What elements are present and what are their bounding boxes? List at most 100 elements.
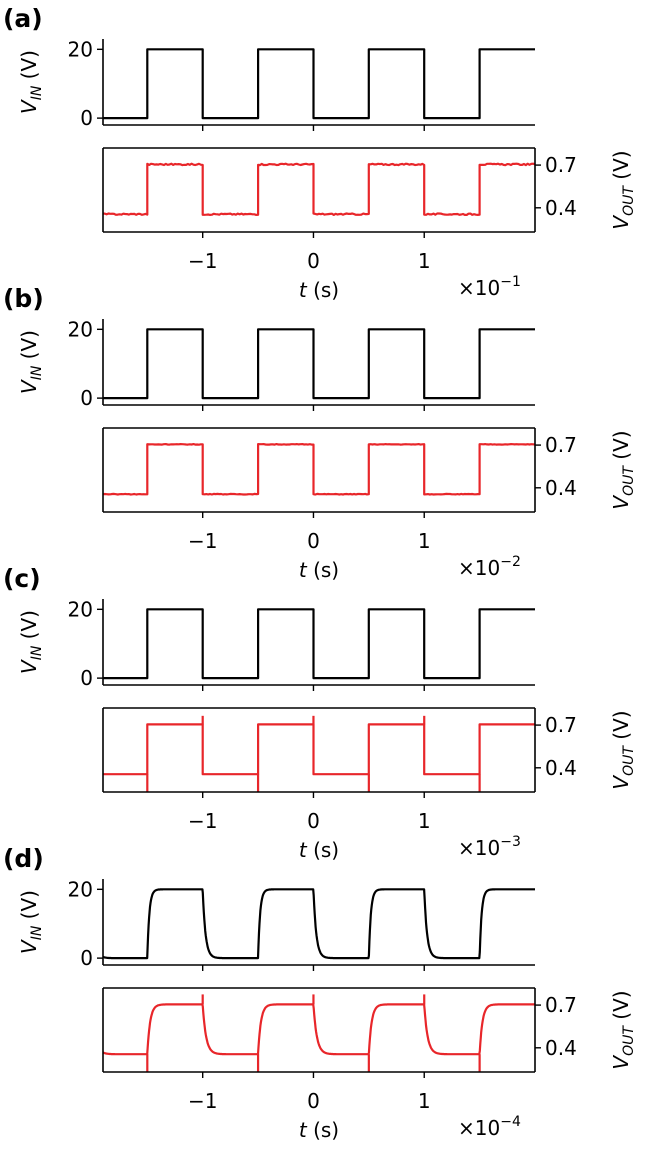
x-scale-exponent: −4 [500, 1114, 521, 1130]
series-line [103, 48, 535, 120]
series-line [103, 608, 535, 680]
y-axis-label-var: V [17, 939, 41, 954]
input-axes: 0 20 VIN (V) [17, 597, 535, 691]
panel-label: (b) [3, 284, 44, 313]
x-scale-base: ×10 [458, 836, 500, 860]
series-line [102, 888, 536, 960]
x-axis-label-unit: (s) [307, 1118, 339, 1142]
x-tick-label: 1 [418, 249, 431, 273]
y-axis-label-var: V [609, 1055, 633, 1070]
x-scale-exponent: −3 [500, 834, 521, 850]
y-axis-label-unit: (V) [609, 430, 633, 466]
series-line [103, 328, 535, 400]
x-tick-label: 0 [307, 249, 320, 273]
y-axis-label-var: V [17, 659, 41, 674]
x-scale-factor: ×10−4 [458, 1114, 521, 1140]
output-axes: −1 0 1 0.4 0.7 VOUT (V) [102, 707, 637, 833]
y-axis-label-sub: IN [29, 645, 45, 660]
x-axis-label-unit: (s) [307, 278, 339, 302]
x-axis-label-var: t [299, 1118, 308, 1142]
series-line [102, 1003, 536, 1056]
y-axis-label-unit: (V) [17, 330, 41, 366]
x-tick-label: 0 [307, 529, 320, 553]
y-tick-label: 0.7 [545, 713, 577, 737]
y-axis-label-sub: OUT [621, 745, 637, 776]
y-axis-label-unit: (V) [17, 50, 41, 86]
y-tick-label: 0.7 [545, 153, 577, 177]
x-axis-label-var: t [299, 838, 308, 862]
x-scale-exponent: −1 [500, 274, 521, 290]
panel-label: (d) [3, 844, 44, 873]
x-scale-base: ×10 [458, 556, 500, 580]
y-axis-label-unit: (V) [609, 990, 633, 1026]
y-axis-label-sub: IN [29, 85, 45, 100]
x-axis-label-unit: (s) [307, 838, 339, 862]
x-scale-factor: ×10−1 [458, 274, 521, 300]
y-axis-label: VIN (V) [17, 330, 45, 394]
y-tick-label: 0 [80, 946, 93, 970]
y-axis-label-var: V [17, 379, 41, 394]
x-axis-label: t (s) [299, 278, 339, 302]
x-axis-label-var: t [299, 278, 308, 302]
x-tick-label: 0 [307, 1089, 320, 1113]
y-tick-label: 0 [80, 106, 93, 130]
y-tick-label: 0.4 [545, 476, 577, 500]
series-line [103, 723, 535, 776]
y-axis-label-var: V [609, 495, 633, 510]
y-tick-label: 0 [80, 386, 93, 410]
y-tick-label: 0 [80, 666, 93, 690]
y-tick-label: 20 [68, 37, 93, 61]
input-axes: 0 20 VIN (V) [17, 877, 536, 971]
x-tick-label: 1 [418, 529, 431, 553]
y-axis-label-unit: (V) [17, 890, 41, 926]
x-axis-label-var: t [299, 558, 308, 582]
y-axis-label-var: V [609, 215, 633, 230]
series-line [102, 162, 536, 216]
y-axis-label-sub: IN [29, 925, 45, 940]
y-tick-label: 20 [68, 317, 93, 341]
x-tick-label: −1 [188, 529, 217, 553]
y-axis-label: VIN (V) [17, 50, 45, 114]
y-tick-label: 0.7 [545, 993, 577, 1017]
output-axes: −1 0 1 0.4 0.7 VOUT (V) [102, 147, 637, 273]
x-tick-label: −1 [188, 809, 217, 833]
x-axis-label: t (s) [299, 558, 339, 582]
y-axis-label: VOUT (V) [609, 990, 637, 1069]
y-axis-label-sub: OUT [621, 185, 637, 216]
y-axis-label-sub: IN [29, 365, 45, 380]
y-tick-label: 0.4 [545, 1036, 577, 1060]
y-axis-label: VIN (V) [17, 890, 45, 954]
output-axes: −1 0 1 0.4 0.7 VOUT (V) [102, 427, 637, 553]
y-axis-label-sub: OUT [621, 1025, 637, 1056]
x-scale-factor: ×10−3 [458, 834, 521, 860]
x-tick-label: 0 [307, 809, 320, 833]
x-axis-label: t (s) [299, 838, 339, 862]
x-tick-label: 1 [418, 1089, 431, 1113]
x-scale-exponent: −2 [500, 554, 521, 570]
x-scale-factor: ×10−2 [458, 554, 521, 580]
output-axes: −1 0 1 0.4 0.7 VOUT (V) [102, 987, 637, 1113]
y-tick-label: 20 [68, 877, 93, 901]
y-tick-label: 0.4 [545, 196, 577, 220]
x-axis-label: t (s) [299, 1118, 339, 1142]
x-tick-label: 1 [418, 809, 431, 833]
y-axis-label: VIN (V) [17, 610, 45, 674]
y-axis-label: VOUT (V) [609, 710, 637, 789]
y-axis-label-sub: OUT [621, 465, 637, 496]
input-axes: 0 20 VIN (V) [17, 37, 535, 131]
y-axis-label-var: V [17, 99, 41, 114]
x-scale-base: ×10 [458, 276, 500, 300]
panel-label: (a) [3, 4, 43, 33]
y-tick-label: 20 [68, 597, 93, 621]
y-tick-label: 0.7 [545, 433, 577, 457]
series-line [102, 443, 536, 496]
y-axis-label-unit: (V) [609, 710, 633, 746]
x-scale-base: ×10 [458, 1116, 500, 1140]
y-axis-label-unit: (V) [609, 150, 633, 186]
x-tick-label: −1 [188, 1089, 217, 1113]
input-axes: 0 20 VIN (V) [17, 317, 535, 411]
y-axis-label: VOUT (V) [609, 430, 637, 509]
